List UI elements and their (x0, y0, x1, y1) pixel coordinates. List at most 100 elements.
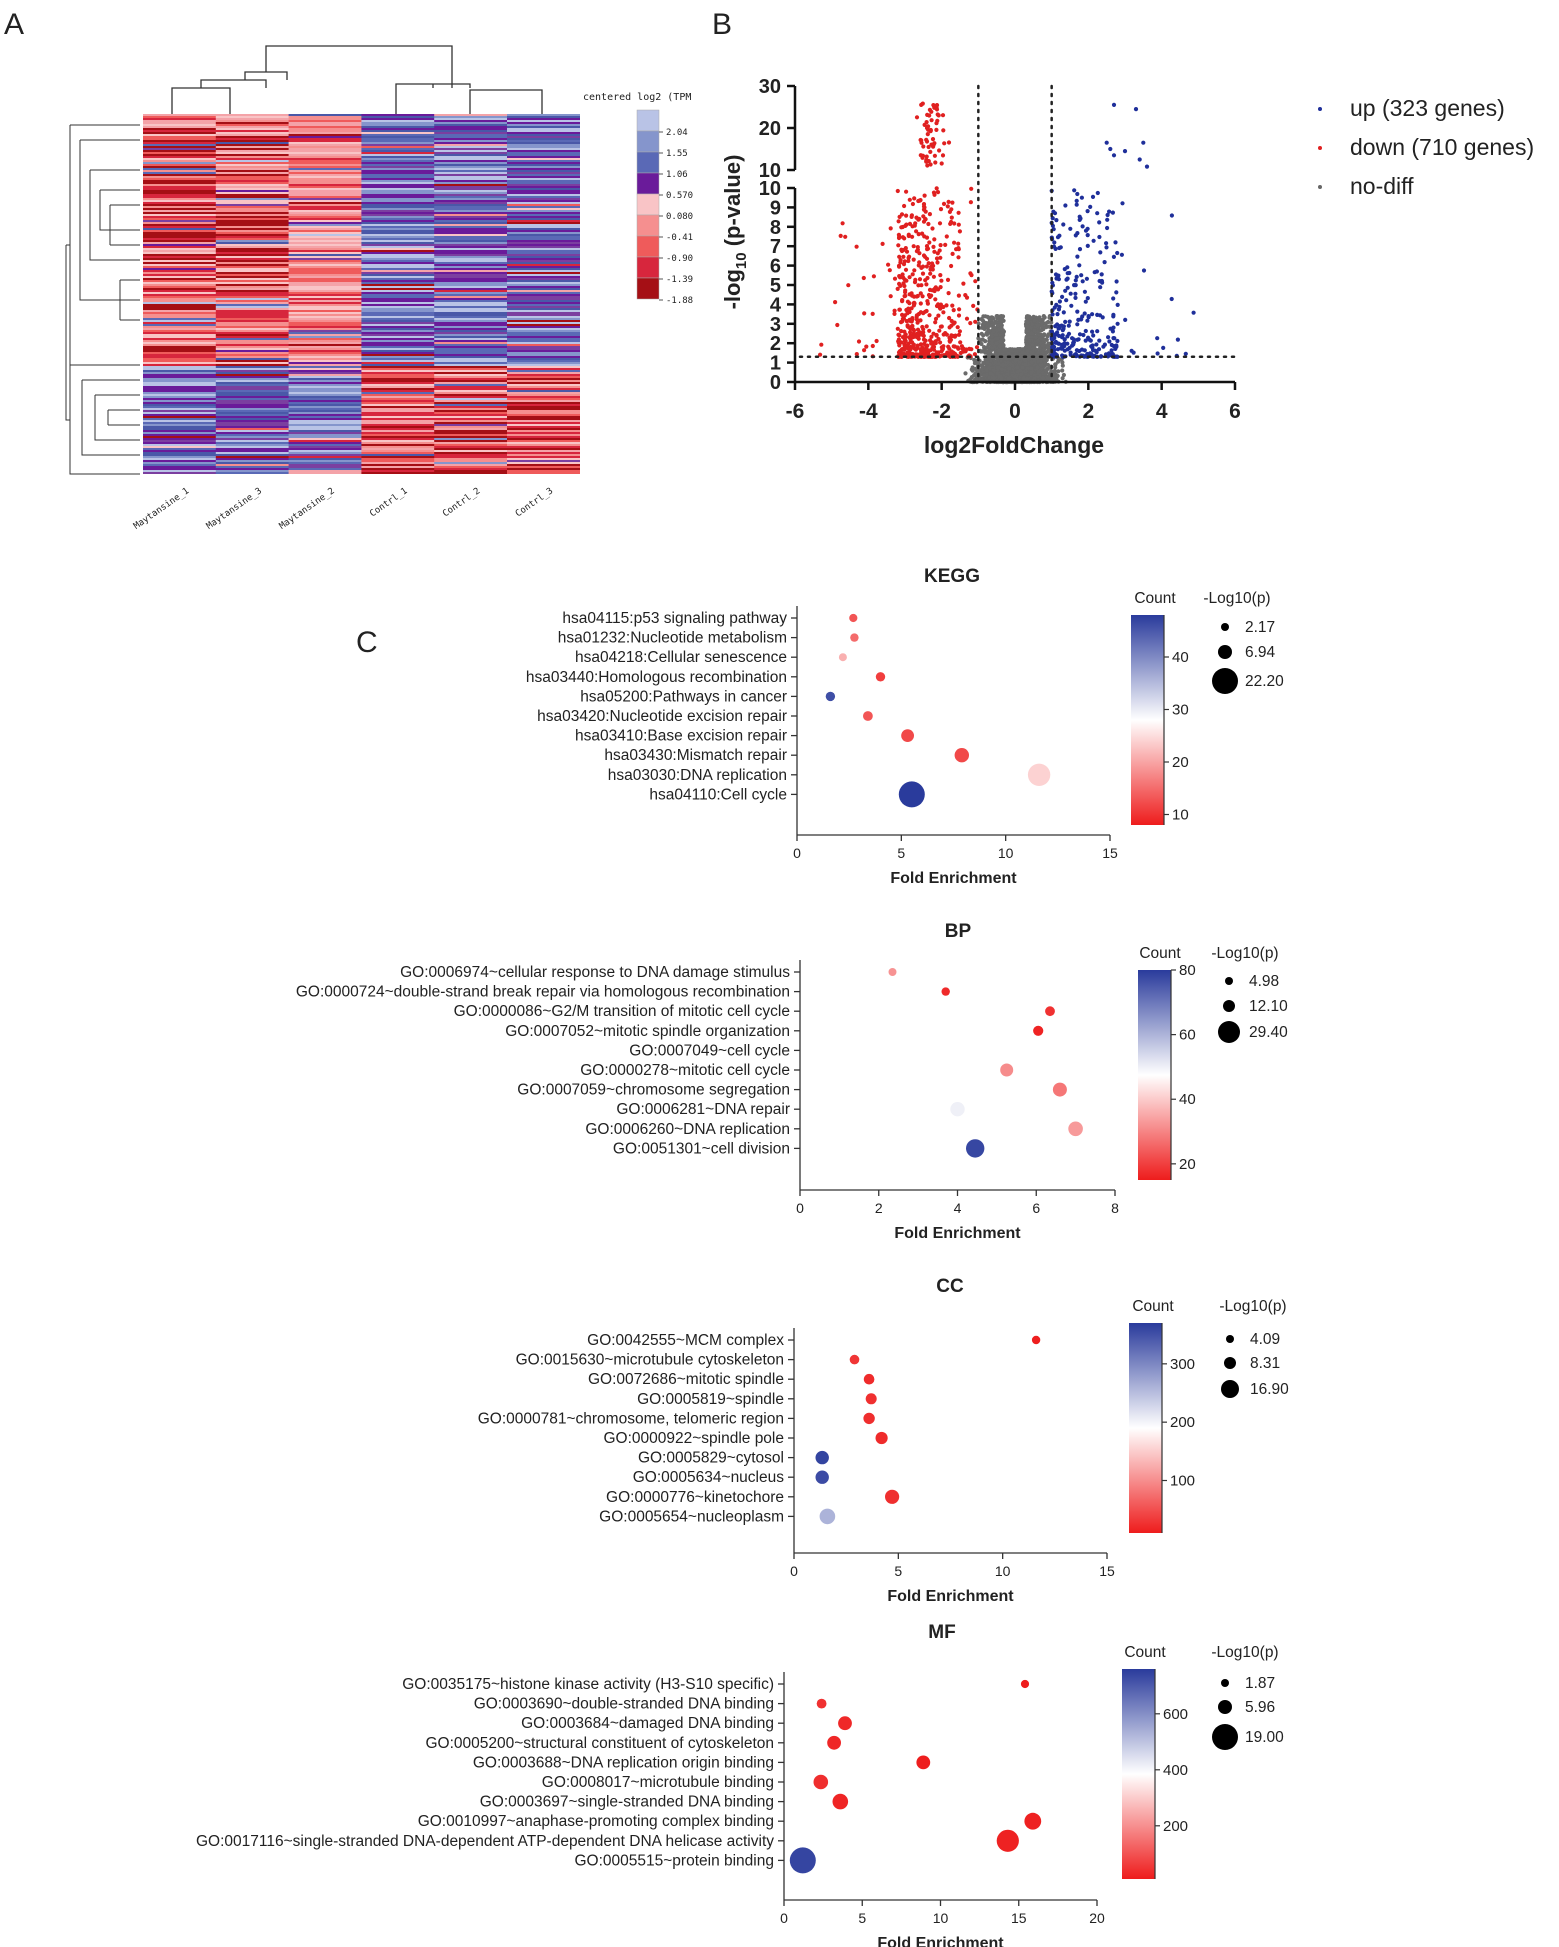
heatmap-cell (507, 356, 580, 359)
heatmap-legend-swatch (636, 214, 660, 237)
heatmap-cell (288, 224, 362, 227)
heatmap-cell (434, 182, 508, 185)
volcano-point-nodiff (970, 368, 975, 373)
heatmap-cell (143, 398, 217, 401)
heatmap-cell (288, 294, 362, 297)
heatmap-cell (143, 126, 217, 129)
heatmap-cell (215, 264, 290, 267)
heatmap-cell (288, 344, 362, 347)
heatmap-cell (507, 118, 580, 121)
heatmap-cell (288, 276, 362, 279)
heatmap-cell (507, 320, 580, 323)
volcano-point-up (1085, 209, 1090, 214)
heatmap-cell (143, 162, 217, 165)
volcano-y-tick-label: 9 (770, 197, 781, 219)
heatmap-cell (434, 226, 508, 229)
volcano-point-up (1060, 328, 1065, 333)
heatmap-cell (215, 114, 290, 117)
volcano-point-down (956, 293, 962, 298)
heatmap-cell (361, 220, 435, 223)
heatmap-cell (361, 368, 435, 371)
panel-label-a: A (4, 8, 24, 41)
heatmap-cell (215, 266, 290, 269)
dotplot-point (789, 1847, 816, 1874)
heatmap-cell (288, 274, 362, 277)
volcano-point-down (900, 299, 905, 304)
volcano-point-down (908, 340, 913, 345)
volcano-point-down (896, 232, 902, 237)
heatmap-cell (143, 468, 217, 471)
dotplot-xlabel: Fold Enrichment (887, 1588, 1014, 1605)
volcano-point-nodiff (1032, 373, 1037, 378)
heatmap-cell (288, 330, 362, 333)
volcano-point-down (932, 192, 937, 197)
heatmap-cell (434, 286, 508, 289)
heatmap-cell (434, 444, 508, 447)
heatmap-cell (361, 366, 435, 369)
heatmap-cell (215, 206, 290, 209)
volcano-point-down (900, 235, 906, 240)
volcano-axes (793, 86, 1235, 384)
heatmap-cell (361, 280, 435, 283)
heatmap-cell (507, 470, 580, 473)
heatmap-cell (143, 118, 217, 121)
heatmap-cell (361, 236, 435, 239)
volcano-point-down (919, 140, 924, 145)
heatmap-cell (434, 330, 508, 333)
heatmap-cell (434, 240, 508, 243)
volcano-point-down (947, 315, 952, 321)
volcano-point-up (1106, 335, 1111, 340)
dotplot-x-tick-label: 5 (858, 1910, 866, 1926)
heatmap-cell (215, 366, 290, 369)
heatmap-cell (434, 118, 508, 121)
dotplot-size-title: -Log10(p) (1211, 945, 1278, 962)
heatmap-cell (361, 440, 435, 443)
volcano-point-down (942, 141, 947, 146)
volcano-point-nodiff (1018, 356, 1023, 361)
heatmap-cell (507, 330, 580, 333)
volcano-point-up (1057, 304, 1062, 309)
volcano-point-up (1079, 347, 1085, 352)
dotplot-category-label: GO:0003697~single-stranded DNA binding (480, 1794, 774, 1811)
heatmap-cell (288, 116, 362, 119)
volcano-point-down (901, 281, 906, 286)
dotplot-category-label: GO:0017116~single-stranded DNA-dependent… (196, 1833, 774, 1850)
heatmap-cell (434, 312, 508, 315)
heatmap-cell (215, 380, 290, 383)
heatmap-cell (143, 194, 217, 197)
volcano-point-down (927, 240, 932, 245)
dotplot-point (1045, 1006, 1055, 1017)
dotplot-title: MF (928, 1622, 955, 1643)
volcano-point-down (902, 203, 907, 209)
heatmap-cell (143, 114, 217, 117)
heatmap-cell (434, 338, 508, 341)
dotplot-category-label: GO:0072686~mitotic spindle (588, 1371, 784, 1388)
volcano-point-down (854, 244, 859, 249)
heatmap-cell (143, 124, 217, 127)
heatmap-cell (288, 192, 362, 195)
heatmap-cell (288, 460, 362, 463)
volcano-point-down (949, 263, 954, 269)
heatmap-cell (143, 288, 217, 291)
volcano-point-up (1091, 333, 1096, 338)
dotplot-category-label: GO:0006260~DNA replication (585, 1121, 790, 1138)
heatmap-cell (288, 136, 362, 139)
heatmap-cell (143, 392, 217, 395)
volcano-point-down (930, 261, 935, 266)
volcano-point-up (1109, 348, 1114, 353)
volcano-point-nodiff (1005, 360, 1011, 365)
volcano-point-down (901, 254, 906, 259)
heatmap-cell (143, 230, 217, 233)
dotplot-category-label: GO:0007049~cell cycle (629, 1042, 790, 1059)
dotplot-color-bar (1122, 1669, 1155, 1879)
heatmap-cell (215, 386, 290, 389)
heatmap-cell (434, 396, 508, 399)
heatmap-cell (434, 280, 508, 283)
heatmap-cell (288, 342, 362, 345)
heatmap-cell (361, 144, 435, 147)
heatmap-cell (434, 366, 508, 369)
volcano-point-up (1107, 209, 1112, 214)
heatmap-cell (507, 172, 580, 175)
heatmap-cell (143, 400, 217, 403)
heatmap-cell (361, 202, 435, 205)
